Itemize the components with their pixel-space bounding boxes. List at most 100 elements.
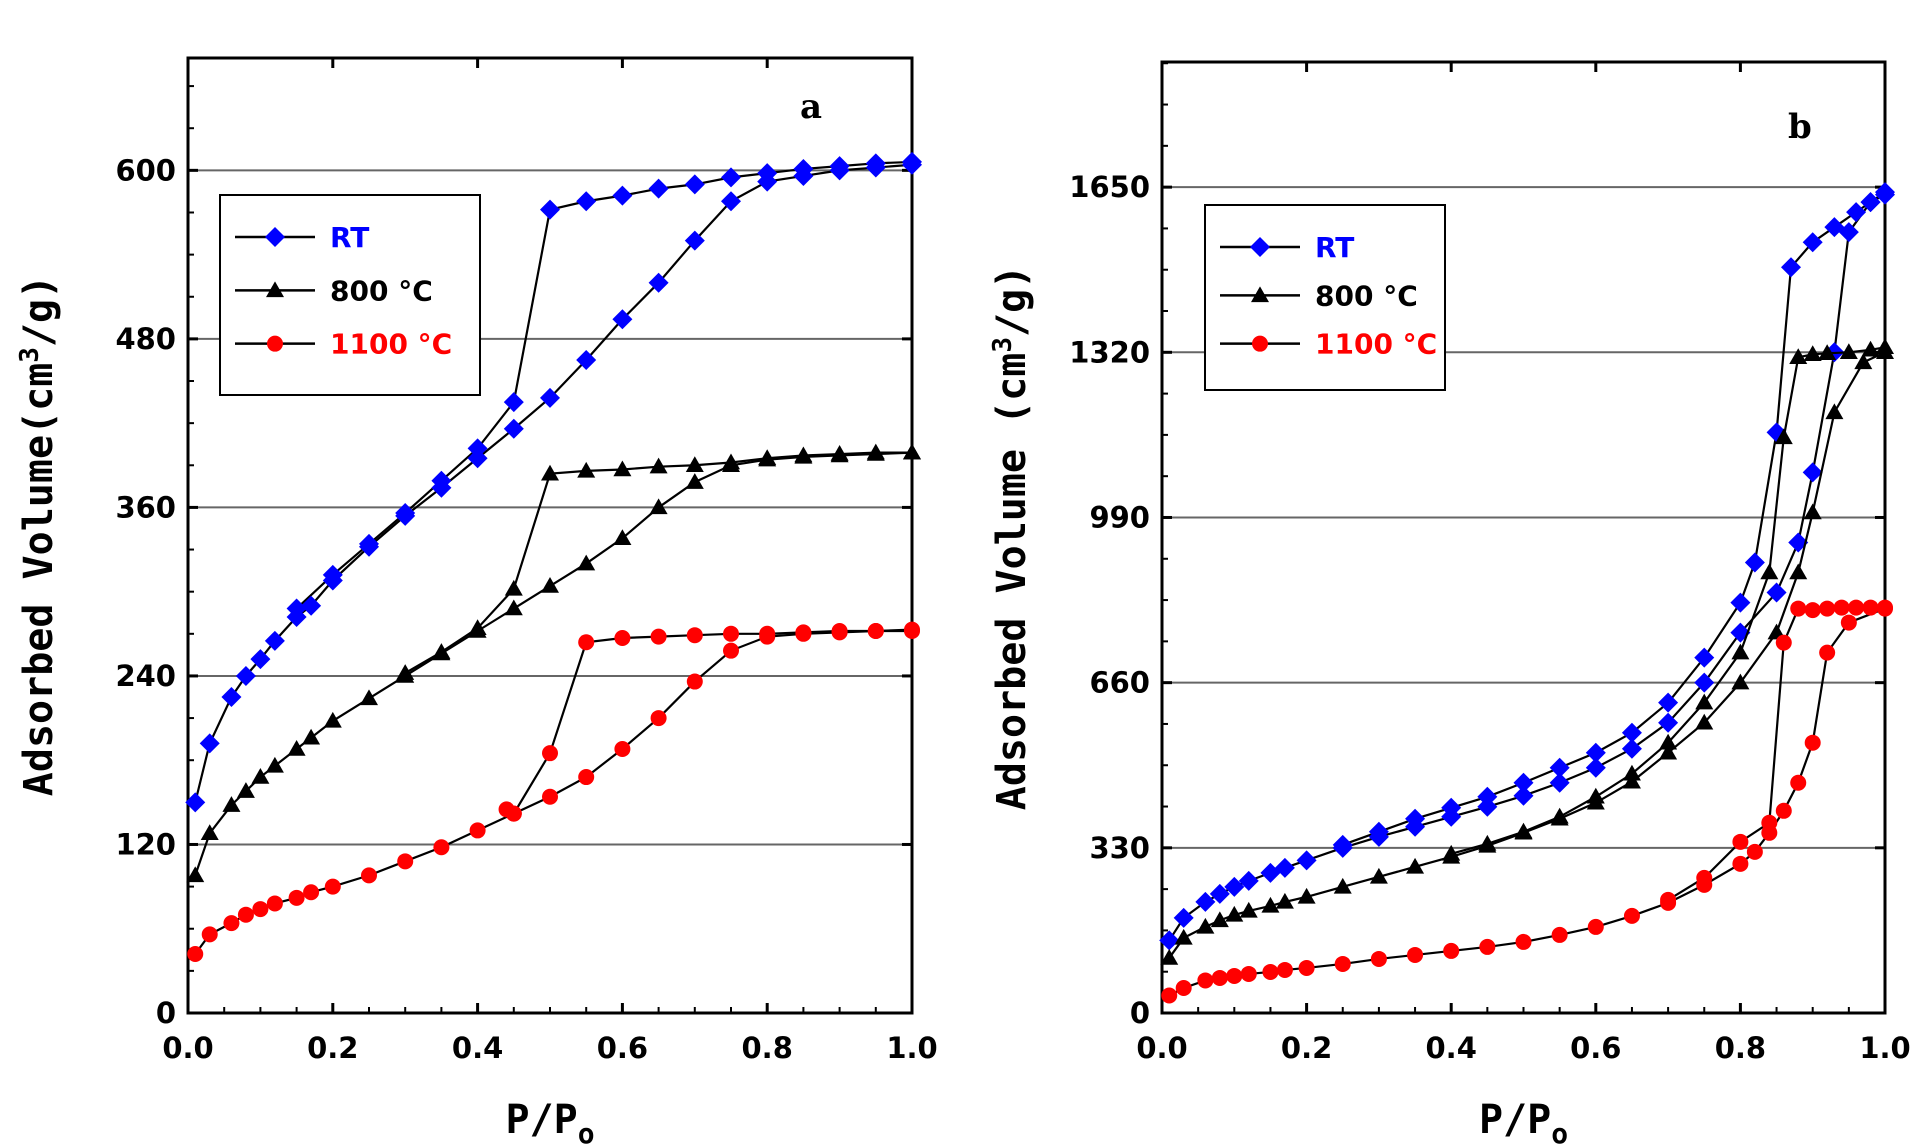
chart-panel-b: 0 330 660 990 1320 1650 0.0 0.2 0.4 0.6 0.8 1.0 P/Po…	[988, 60, 1910, 1147]
panel-label: a	[800, 87, 822, 127]
data-point	[902, 151, 922, 172]
data-point	[432, 643, 451, 659]
data-point	[1833, 599, 1850, 616]
data-point	[264, 630, 285, 651]
data-point	[1803, 503, 1822, 520]
x-tick-label: 0.2	[307, 1031, 358, 1065]
data-point	[723, 642, 739, 659]
data-point	[396, 664, 415, 680]
data-point	[1240, 965, 1257, 982]
x-tick-label: 1.0	[886, 1031, 937, 1065]
adsorption-line	[194, 451, 913, 876]
data-point	[649, 457, 668, 474]
series-diamond	[1159, 182, 1895, 951]
data-point	[577, 554, 596, 571]
data-point	[1819, 644, 1836, 661]
data-point	[237, 906, 254, 923]
data-point	[1695, 713, 1714, 730]
data-point	[1442, 844, 1461, 861]
x-tick-label: 0.0	[1136, 1031, 1187, 1065]
data-point	[498, 801, 515, 818]
data-point	[1694, 647, 1715, 668]
data-point	[286, 598, 307, 619]
data-point	[1760, 563, 1779, 580]
data-point	[865, 153, 886, 174]
y-axis-title: Adsorbed Volume(cm3/g)	[15, 275, 62, 796]
data-point	[1406, 857, 1425, 874]
data-point	[1658, 692, 1679, 713]
data-point	[1276, 961, 1293, 978]
data-point	[1696, 869, 1713, 886]
data-point	[613, 529, 632, 546]
data-point	[1766, 582, 1787, 603]
data-point	[1370, 950, 1387, 967]
series-diamond	[185, 151, 922, 813]
data-point	[614, 740, 631, 757]
data-point	[831, 623, 848, 639]
data-point	[1875, 182, 1895, 203]
data-point	[1790, 600, 1807, 617]
data-point	[578, 769, 595, 786]
data-point	[1622, 772, 1641, 789]
data-point	[577, 461, 596, 478]
legend-marker	[266, 281, 284, 298]
data-point	[1173, 907, 1194, 928]
data-point	[830, 445, 849, 461]
y-tick-label: 0	[1130, 996, 1150, 1030]
data-point	[1161, 987, 1178, 1004]
y-tick-label: 120	[115, 827, 176, 861]
data-point	[1839, 343, 1858, 360]
series-triangle	[1160, 338, 1894, 965]
data-point	[1825, 403, 1844, 420]
data-point	[1174, 928, 1193, 945]
x-axis-title: P/Po	[1479, 1097, 1568, 1147]
data-point	[324, 878, 341, 895]
data-point	[359, 533, 379, 554]
data-point	[649, 498, 668, 515]
data-point	[433, 839, 450, 856]
data-point	[1441, 797, 1462, 818]
data-point	[1695, 693, 1714, 710]
legend-box	[219, 194, 481, 396]
data-point	[903, 443, 921, 460]
data-point	[1239, 901, 1258, 918]
data-point	[469, 822, 486, 839]
y-tick-label: 660	[1089, 666, 1150, 700]
data-point	[1369, 867, 1388, 884]
data-point	[201, 926, 218, 943]
data-point	[686, 673, 703, 690]
data-point	[1334, 955, 1351, 972]
x-tick-label: 1.0	[1859, 1031, 1910, 1065]
data-point	[1159, 930, 1180, 951]
data-point	[1196, 917, 1215, 934]
data-point	[1333, 877, 1352, 894]
data-point	[1789, 348, 1808, 365]
legend-label: 1100 °C	[330, 328, 452, 361]
data-point	[1789, 563, 1808, 580]
data-point	[1732, 833, 1749, 850]
data-point	[686, 627, 703, 644]
data-point	[1160, 948, 1179, 965]
data-point	[613, 460, 632, 477]
data-point	[793, 158, 814, 179]
data-point	[578, 634, 595, 651]
data-point	[301, 595, 322, 616]
data-point	[1731, 673, 1750, 690]
legend-label: 800 °C	[330, 274, 433, 307]
x-tick-label: 0.8	[742, 1031, 793, 1065]
data-point	[323, 711, 342, 728]
x-tick-label: 0.4	[452, 1031, 503, 1065]
legend-marker	[1251, 286, 1269, 303]
data-point	[648, 272, 669, 293]
data-point	[723, 625, 739, 642]
data-point	[1802, 232, 1823, 253]
data-point	[1659, 733, 1678, 750]
y-tick-label: 1320	[1069, 335, 1150, 369]
data-point	[1210, 911, 1229, 928]
data-point	[1848, 599, 1865, 616]
data-point	[1781, 257, 1802, 278]
data-point	[1774, 428, 1793, 445]
data-point	[303, 884, 320, 901]
data-point	[1515, 933, 1532, 950]
data-point	[1660, 891, 1677, 908]
